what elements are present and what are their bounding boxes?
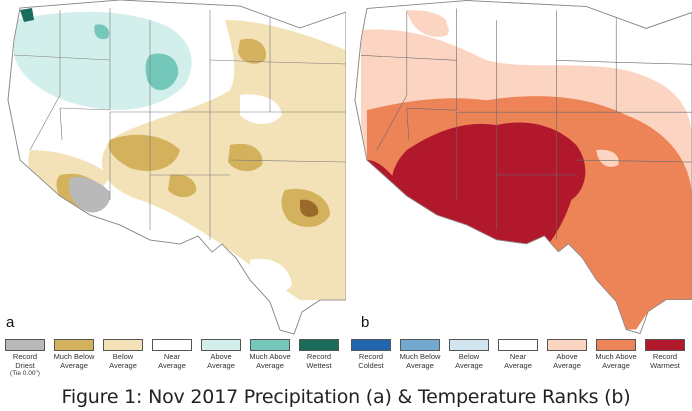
legend-temp-much-above: Much Above Average — [594, 339, 638, 370]
legend-swatch — [547, 339, 587, 351]
legend-swatch — [152, 339, 192, 351]
legend-label: Near Average — [504, 352, 532, 370]
legend-precip-much-below: Much Below Average — [52, 339, 96, 370]
legend-swatch — [103, 339, 143, 351]
figure-caption: Figure 1: Nov 2017 Precipitation (a) & T… — [61, 386, 631, 408]
panel-label-a: a — [6, 314, 15, 331]
legend-swatch — [250, 339, 290, 351]
legend-swatch — [645, 339, 685, 351]
temperature-map-graphic — [354, 0, 692, 335]
legend-precip-record-wettest: Record Wettest — [297, 339, 341, 370]
legend-precip-below: Below Average — [101, 339, 145, 370]
legend-precip-near: Near Average — [150, 339, 194, 370]
legend: Record Driest (Tie 0.00") Much Below Ave… — [0, 339, 692, 387]
legend-temp-above: Above Average — [545, 339, 589, 370]
precipitation-map-graphic — [7, 0, 346, 335]
legend-swatch — [54, 339, 94, 351]
legend-label: Much Below Average — [399, 352, 441, 370]
temperature-map: b — [347, 0, 692, 336]
legend-swatch — [596, 339, 636, 351]
legend-temp-record-warmest: Record Warmest — [643, 339, 687, 370]
legend-label: Above Average — [553, 352, 581, 370]
legend-swatch — [299, 339, 339, 351]
legend-label: Below Average — [455, 352, 483, 370]
legend-label: Much Above Average — [249, 352, 291, 370]
legend-precip-record-driest: Record Driest (Tie 0.00") — [3, 339, 47, 377]
legend-label: Record Driest — [12, 352, 38, 370]
legend-swatch — [449, 339, 489, 351]
legend-label: Record Warmest — [650, 352, 680, 370]
legend-temp-much-below: Much Below Average — [398, 339, 442, 370]
legend-temp-near: Near Average — [496, 339, 540, 370]
legend-label: Much Below Average — [53, 352, 95, 370]
legend-swatch — [400, 339, 440, 351]
legend-label: Below Average — [109, 352, 137, 370]
legend-swatch — [498, 339, 538, 351]
legend-note: (Tie 0.00") — [10, 370, 40, 377]
panel-label-b: b — [361, 314, 370, 331]
legend-temp-record-coldest: Record Coldest — [349, 339, 393, 370]
precipitation-map: a — [0, 0, 347, 336]
legend-precip-much-above: Much Above Average — [248, 339, 292, 370]
legend-swatch — [5, 339, 45, 351]
legend-swatch — [201, 339, 241, 351]
legend-label: Above Average — [207, 352, 235, 370]
legend-label: Near Average — [158, 352, 186, 370]
legend-precip-above: Above Average — [199, 339, 243, 370]
legend-swatch — [351, 339, 391, 351]
legend-label: Record Wettest — [306, 352, 332, 370]
legend-label: Record Coldest — [358, 352, 384, 370]
legend-temp-below: Below Average — [447, 339, 491, 370]
legend-label: Much Above Average — [595, 352, 637, 370]
